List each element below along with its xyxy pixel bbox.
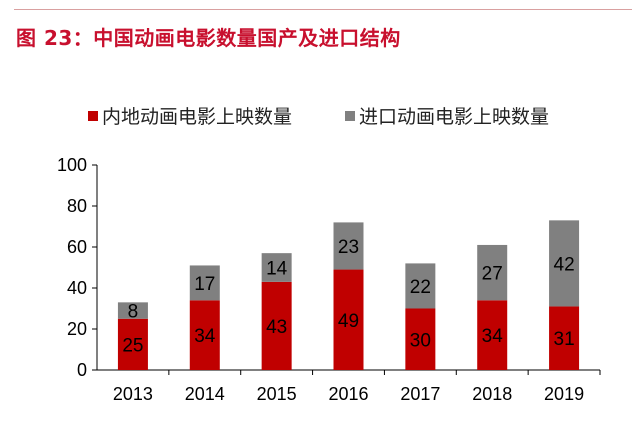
y-tick-label: 100 — [57, 155, 87, 175]
bar-domestic — [261, 281, 292, 370]
data-label: 30 — [410, 330, 431, 351]
x-tick-label: 2013 — [113, 384, 153, 404]
x-tick-label: 2015 — [257, 384, 297, 404]
bar-imported — [333, 222, 364, 270]
data-label: 17 — [194, 274, 215, 295]
x-tick-label: 2018 — [472, 384, 512, 404]
data-label: 42 — [554, 254, 575, 275]
legend-label-imported: 进口动画电影上映数量 — [359, 106, 550, 128]
data-label: 49 — [338, 311, 359, 332]
x-tick-label: 2019 — [544, 384, 584, 404]
x-tick-label: 2014 — [185, 384, 225, 404]
data-label: 23 — [338, 237, 359, 258]
bar-imported — [189, 265, 220, 301]
data-label: 43 — [266, 317, 287, 338]
bar-domestic — [549, 306, 580, 370]
bar-imported — [261, 253, 292, 282]
y-tick-label: 40 — [67, 278, 87, 298]
bar-domestic — [117, 318, 148, 370]
data-label: 14 — [266, 259, 288, 280]
y-tick-label: 20 — [67, 319, 87, 339]
x-tick-label: 2017 — [400, 384, 440, 404]
bar-imported — [477, 244, 508, 301]
y-tick-label: 0 — [77, 360, 87, 380]
bar-domestic — [477, 300, 508, 370]
bar-domestic — [333, 269, 364, 370]
data-label: 27 — [482, 264, 503, 285]
bar-imported — [405, 263, 436, 309]
legend-label-domestic: 内地动画电影上映数量 — [102, 106, 293, 128]
x-tick-label: 2016 — [328, 384, 368, 404]
y-tick-label: 60 — [67, 237, 87, 257]
data-label: 8 — [128, 302, 139, 323]
bar-imported — [549, 220, 580, 307]
figure-title: 图 23：中国动画电影数量国产及进口结构 — [16, 26, 401, 50]
bar-domestic — [189, 300, 220, 370]
legend-swatch-domestic — [88, 110, 98, 121]
legend-item-imported: 进口动画电影上映数量 — [345, 102, 549, 129]
bar-domestic — [405, 308, 436, 370]
legend-item-domestic: 内地动画电影上映数量 — [88, 102, 292, 129]
data-label: 25 — [122, 335, 143, 356]
data-label: 31 — [554, 329, 575, 350]
data-label: 22 — [410, 277, 431, 298]
bar-imported — [117, 302, 148, 319]
legend-swatch-imported — [345, 110, 355, 121]
top-rule — [14, 9, 632, 10]
y-tick-label: 80 — [67, 196, 87, 216]
data-label: 34 — [482, 326, 504, 347]
data-label: 34 — [194, 326, 216, 347]
